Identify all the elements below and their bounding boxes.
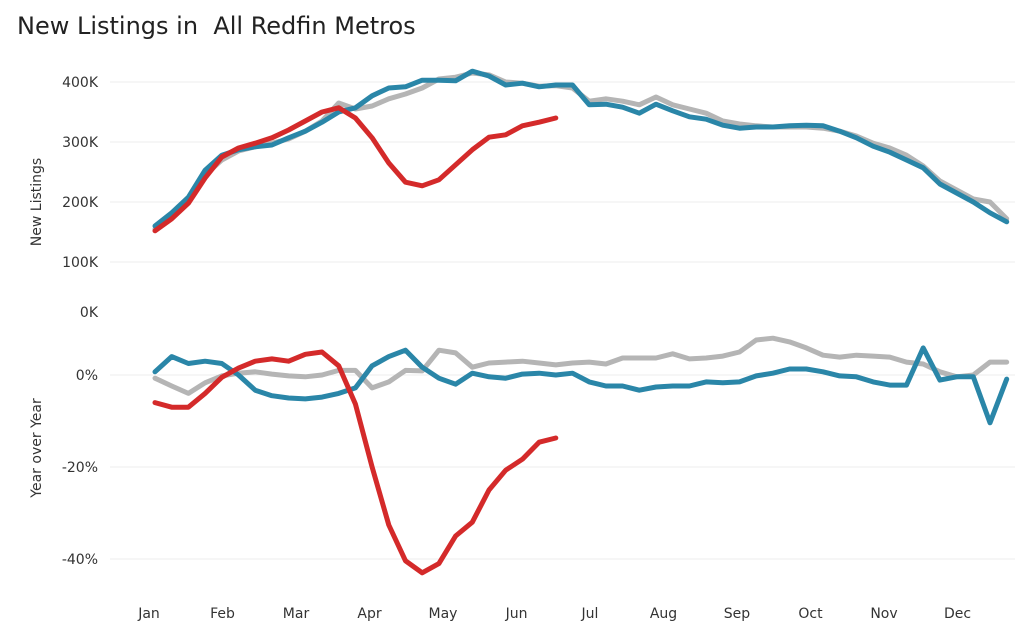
top-series-blue-line bbox=[152, 68, 1010, 229]
chart-title: New Listings in All Redfin Metros bbox=[17, 12, 416, 40]
top-y-tick-label: 300K bbox=[62, 135, 99, 151]
x-tick-label-sep: Sep bbox=[724, 606, 751, 622]
x-tick-label-dec: Dec bbox=[944, 606, 971, 622]
x-tick-label-mar: Mar bbox=[283, 606, 310, 622]
x-tick-label-apr: Apr bbox=[357, 606, 381, 622]
bottom-series-blue-line bbox=[152, 345, 1010, 426]
bottom-series-gray-line bbox=[152, 335, 1010, 396]
top-y-tick-label: 0K bbox=[80, 305, 99, 321]
bottom-y-tick-label: -20% bbox=[62, 460, 98, 476]
top-y-tick-label: 400K bbox=[62, 75, 99, 91]
bottom-series-red-line bbox=[152, 349, 559, 576]
bottom-y-tick-label: 0% bbox=[76, 368, 98, 384]
top-series-red-line bbox=[152, 105, 559, 234]
top-y-tick-label: 200K bbox=[62, 195, 99, 211]
x-tick-label-jan: Jan bbox=[137, 606, 160, 622]
bottom-y-tick-label: -40% bbox=[62, 552, 98, 568]
x-tick-label-nov: Nov bbox=[870, 606, 897, 622]
top-y-tick-label: 100K bbox=[62, 255, 99, 271]
x-tick-label-jul: Jul bbox=[581, 606, 599, 622]
top-y-axis-label: New Listings bbox=[29, 158, 45, 246]
bottom-y-axis-label: Year over Year bbox=[29, 398, 45, 499]
x-tick-label-aug: Aug bbox=[650, 606, 677, 622]
x-tick-label-jun: Jun bbox=[505, 606, 528, 622]
x-tick-label-feb: Feb bbox=[210, 606, 235, 622]
x-tick-label-may: May bbox=[429, 606, 458, 622]
x-tick-label-oct: Oct bbox=[798, 606, 823, 622]
